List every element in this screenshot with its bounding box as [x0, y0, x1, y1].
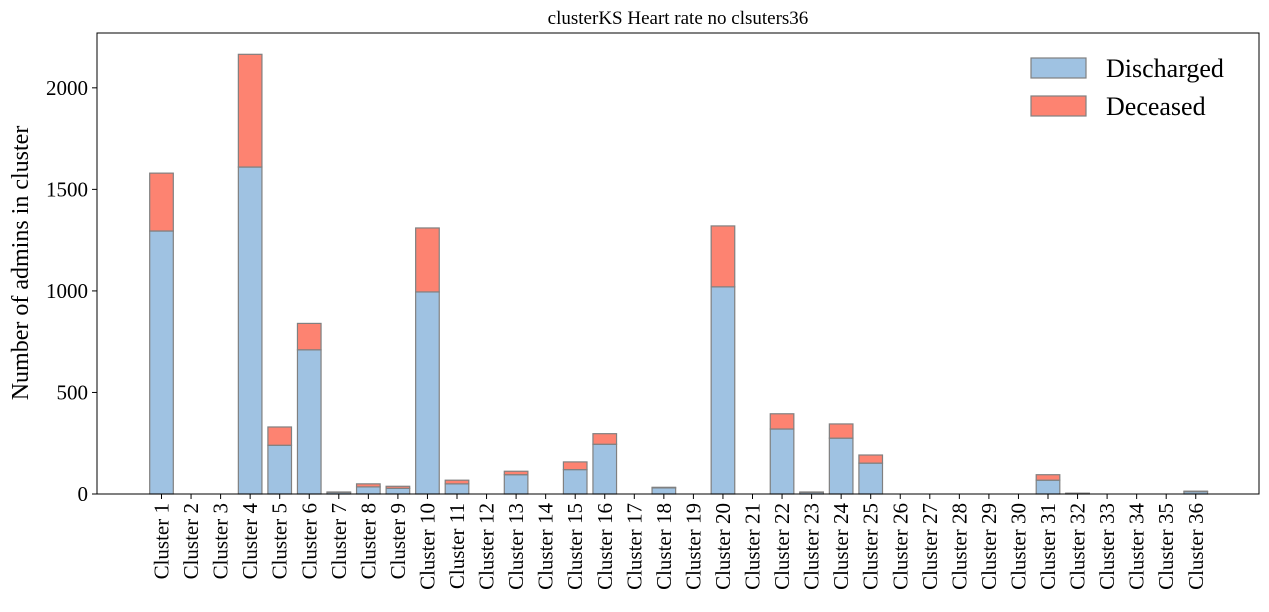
x-tick-label: Cluster 25 [859, 503, 883, 590]
bars-group [149, 53, 1209, 495]
chart-title: clusterKS Heart rate no clsuters36 [548, 8, 809, 29]
x-tick-label: Cluster 29 [977, 503, 1001, 590]
x-tick-label: Cluster 20 [711, 503, 735, 590]
x-tick-label: Cluster 18 [652, 503, 676, 590]
x-tick-label: Cluster 33 [1095, 503, 1119, 590]
legend-swatch-deceased [1030, 95, 1087, 117]
bar-discharged-6 [296, 349, 322, 495]
bar-discharged-5 [267, 444, 293, 495]
y-tick-label: 500 [57, 380, 89, 404]
y-tick-label: 1500 [46, 177, 88, 201]
bar-deceased-13 [503, 470, 529, 476]
bar-discharged-15 [562, 469, 588, 495]
x-tick-label: Cluster 23 [800, 503, 824, 590]
x-tick-label: Cluster 28 [947, 503, 971, 590]
bar-deceased-15 [562, 461, 588, 471]
bar-discharged-31 [1035, 479, 1061, 495]
x-tick-label: Cluster 6 [297, 503, 321, 579]
bar-deceased-22 [769, 413, 795, 430]
x-axis: Cluster 1 Cluster 2 Cluster 3 Cluster 4 Clus… [150, 494, 1208, 590]
legend-label-discharged: Discharged [1106, 54, 1224, 83]
x-tick-label: Cluster 7 [327, 503, 351, 579]
bar-deceased-36 [1183, 490, 1209, 493]
x-tick-label: Cluster 36 [1184, 503, 1208, 590]
bar-discharged-24 [828, 437, 854, 495]
bar-deceased-16 [592, 433, 618, 445]
bar-deceased-7 [326, 491, 352, 494]
bar-deceased-11 [444, 479, 470, 485]
x-tick-label: Cluster 34 [1125, 503, 1149, 590]
x-tick-label: Cluster 5 [268, 503, 292, 579]
y-tick-label: 0 [78, 482, 89, 506]
x-tick-label: Cluster 19 [681, 503, 705, 590]
x-tick-label: Cluster 15 [563, 503, 587, 590]
plot-frame [96, 32, 1260, 495]
x-tick-label: Cluster 8 [356, 503, 380, 579]
x-tick-label: Cluster 4 [238, 503, 262, 580]
x-tick-label: Cluster 9 [386, 503, 410, 579]
bar-deceased-4 [237, 53, 263, 168]
x-tick-label: Cluster 35 [1154, 503, 1178, 590]
bar-deceased-18 [651, 486, 677, 489]
legend-swatch-discharged [1030, 57, 1087, 79]
bar-discharged-1 [149, 230, 174, 495]
x-tick-label: Cluster 1 [150, 503, 174, 579]
y-tick-label: 1000 [46, 279, 88, 303]
x-tick-label: Cluster 14 [534, 503, 558, 590]
bar-discharged-16 [592, 443, 618, 495]
bar-discharged-11 [444, 483, 470, 495]
bar-discharged-10 [415, 291, 440, 495]
bar-deceased-8 [355, 483, 381, 488]
x-tick-label: Cluster 13 [504, 503, 528, 590]
x-tick-label: Cluster 10 [415, 503, 439, 590]
y-axis: 0 500 1000 1500 2000 [46, 76, 97, 506]
bar-discharged-20 [710, 286, 736, 495]
bar-discharged-25 [858, 462, 884, 495]
x-tick-label: Cluster 22 [770, 503, 794, 590]
legend: Discharged Deceased [1030, 54, 1224, 121]
x-tick-label: Cluster 26 [888, 503, 912, 590]
x-tick-label: Cluster 16 [593, 503, 617, 590]
x-tick-label: Cluster 11 [445, 503, 469, 589]
y-axis-label: Number of admins in cluster [8, 126, 34, 401]
x-tick-label: Cluster 17 [622, 503, 646, 590]
bar-deceased-5 [267, 426, 293, 446]
bar-deceased-6 [296, 322, 322, 351]
x-tick-label: Cluster 27 [918, 503, 942, 590]
bar-deceased-20 [710, 225, 736, 288]
legend-label-deceased: Deceased [1106, 92, 1206, 121]
bar-deceased-1 [149, 172, 174, 232]
x-tick-label: Cluster 24 [829, 503, 853, 590]
bar-deceased-9 [385, 485, 411, 489]
bar-deceased-25 [858, 454, 884, 464]
bar-deceased-23 [799, 491, 824, 494]
bar-discharged-8 [355, 486, 381, 495]
x-tick-label: Cluster 31 [1036, 503, 1060, 590]
bar-deceased-31 [1035, 474, 1061, 481]
bar-deceased-24 [828, 423, 854, 439]
bar-discharged-9 [385, 487, 411, 495]
bar-discharged-13 [503, 474, 529, 495]
bar-deceased-10 [415, 227, 440, 293]
y-tick-label: 2000 [46, 76, 88, 100]
x-tick-label: Cluster 3 [209, 503, 233, 579]
x-tick-label: Cluster 30 [1006, 503, 1030, 590]
bar-discharged-22 [769, 428, 795, 495]
x-tick-label: Cluster 2 [179, 503, 203, 579]
bar-discharged-18 [651, 487, 677, 495]
bar-discharged-4 [237, 166, 263, 495]
x-tick-label: Cluster 21 [741, 503, 765, 590]
x-tick-label: Cluster 32 [1066, 503, 1090, 590]
x-tick-label: Cluster 12 [475, 503, 499, 590]
